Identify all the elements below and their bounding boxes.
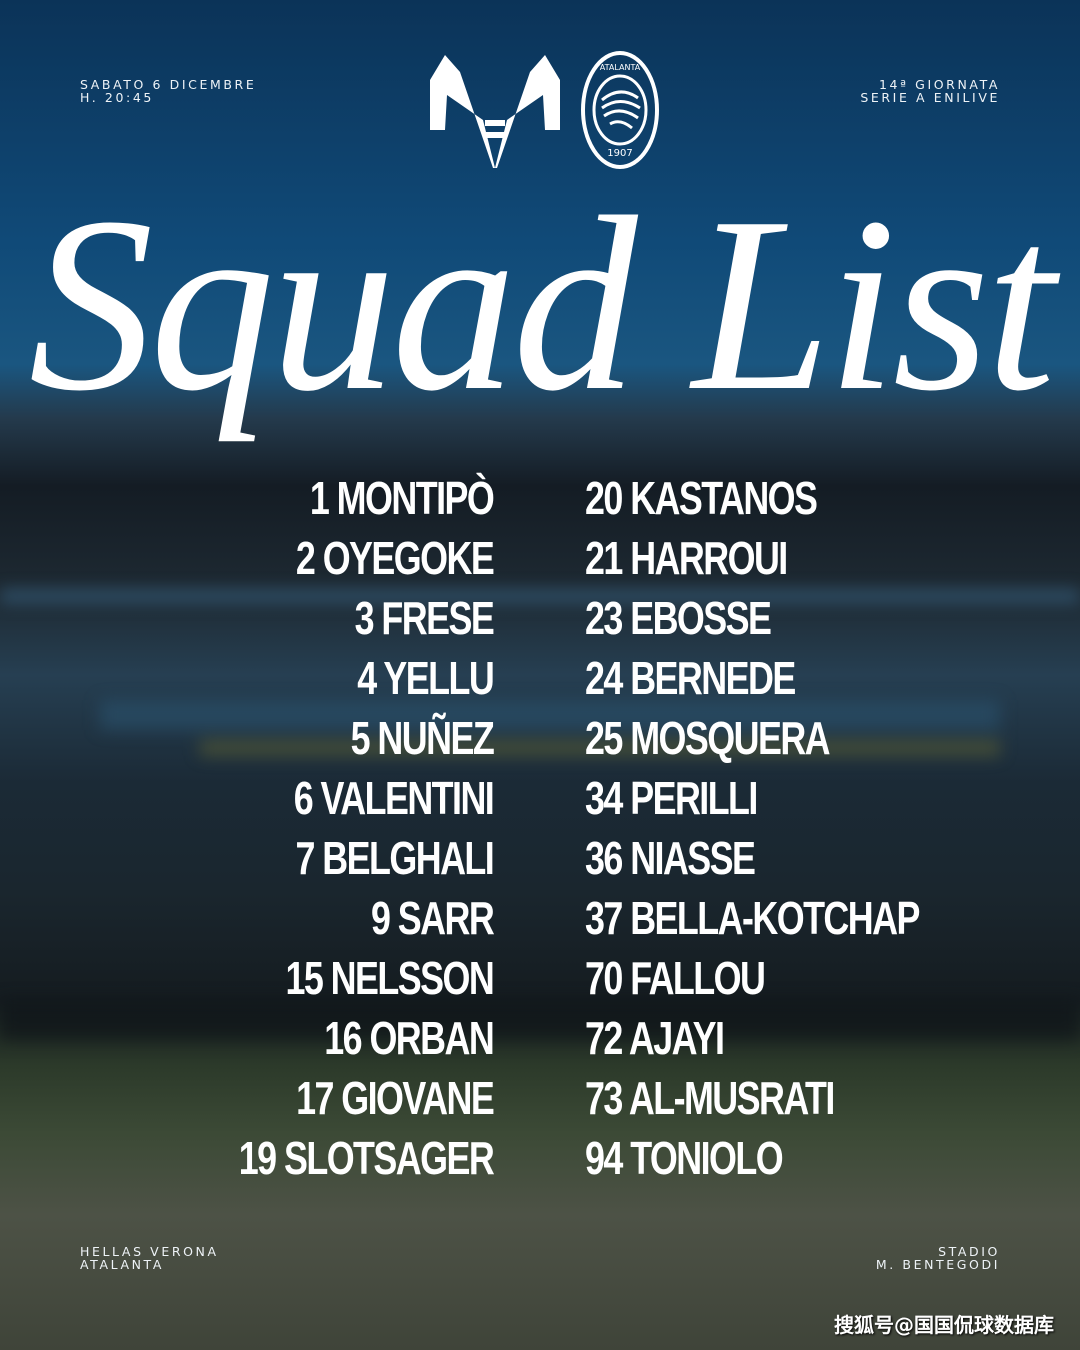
player-row: 73 AL-MUSRATI <box>585 1072 835 1124</box>
atalanta-logo: ATALANTA 1907 <box>581 51 659 169</box>
atalanta-logo-year: 1907 <box>607 148 632 159</box>
squad-list-left: 1 MONTIPÒ 2 OYEGOKE 3 FRESE 4 YELLU 5 NUÑEZ 6… <box>167 468 495 1188</box>
competition: SERIE A ENILIVE <box>860 90 1000 105</box>
teams: HELLAS VERONA ATALANTA <box>80 1245 219 1271</box>
match-info: 14ª GIORNATA SERIE A ENILIVE <box>860 78 1000 104</box>
watermark: 搜狐号@国国侃球数据库 <box>834 1313 1054 1337</box>
page-title: Squad List <box>28 166 1056 443</box>
player-row: 15 NELSSON <box>285 952 494 1004</box>
match-round: 14ª GIORNATA <box>878 77 1000 92</box>
player-row: 5 NUÑEZ <box>350 712 494 764</box>
player-row: 70 FALLOU <box>585 952 766 1004</box>
player-row: 72 AJAYI <box>585 1012 725 1064</box>
atalanta-logo-text: ATALANTA <box>600 63 641 72</box>
home-team: HELLAS VERONA <box>80 1244 219 1259</box>
player-row: 20 KASTANOS <box>585 472 818 524</box>
player-row: 24 BERNEDE <box>585 652 796 704</box>
venue: STADIO M. BENTEGODI <box>876 1245 1000 1271</box>
player-row: 9 SARR <box>370 892 495 944</box>
player-row: 7 BELGHALI <box>295 832 494 884</box>
squad-list-right: 20 KASTANOS 21 HARROUI 23 EBOSSE 24 BERNEDE… <box>585 468 1013 1188</box>
player-row: 23 EBOSSE <box>585 592 772 644</box>
player-row: 36 NIASSE <box>585 832 756 884</box>
hellas-verona-logo <box>430 55 560 168</box>
player-row: 19 SLOTSAGER <box>238 1132 495 1184</box>
match-time: H. 20:45 <box>80 90 154 105</box>
player-row: 37 BELLA-KOTCHAP <box>585 892 920 944</box>
player-row: 1 MONTIPÒ <box>309 472 495 524</box>
player-row: 2 OYEGOKE <box>295 532 495 584</box>
player-row: 34 PERILLI <box>585 772 758 824</box>
player-row: 6 VALENTINI <box>293 772 495 824</box>
away-team: ATALANTA <box>80 1257 164 1272</box>
match-date: SABATO 6 DICEMBRE <box>80 77 257 92</box>
match-datetime: SABATO 6 DICEMBRE H. 20:45 <box>80 78 256 104</box>
player-row: 4 YELLU <box>357 652 495 704</box>
player-row: 25 MOSQUERA <box>585 712 831 764</box>
player-row: 17 GIOVANE <box>295 1072 495 1124</box>
venue-line-2: M. BENTEGODI <box>875 1257 1000 1272</box>
player-row: 21 HARROUI <box>585 532 788 584</box>
venue-line-1: STADIO <box>938 1244 1000 1259</box>
player-row: 94 TONIOLO <box>585 1132 784 1184</box>
player-row: 16 ORBAN <box>324 1012 495 1064</box>
player-row: 3 FRESE <box>354 592 494 644</box>
